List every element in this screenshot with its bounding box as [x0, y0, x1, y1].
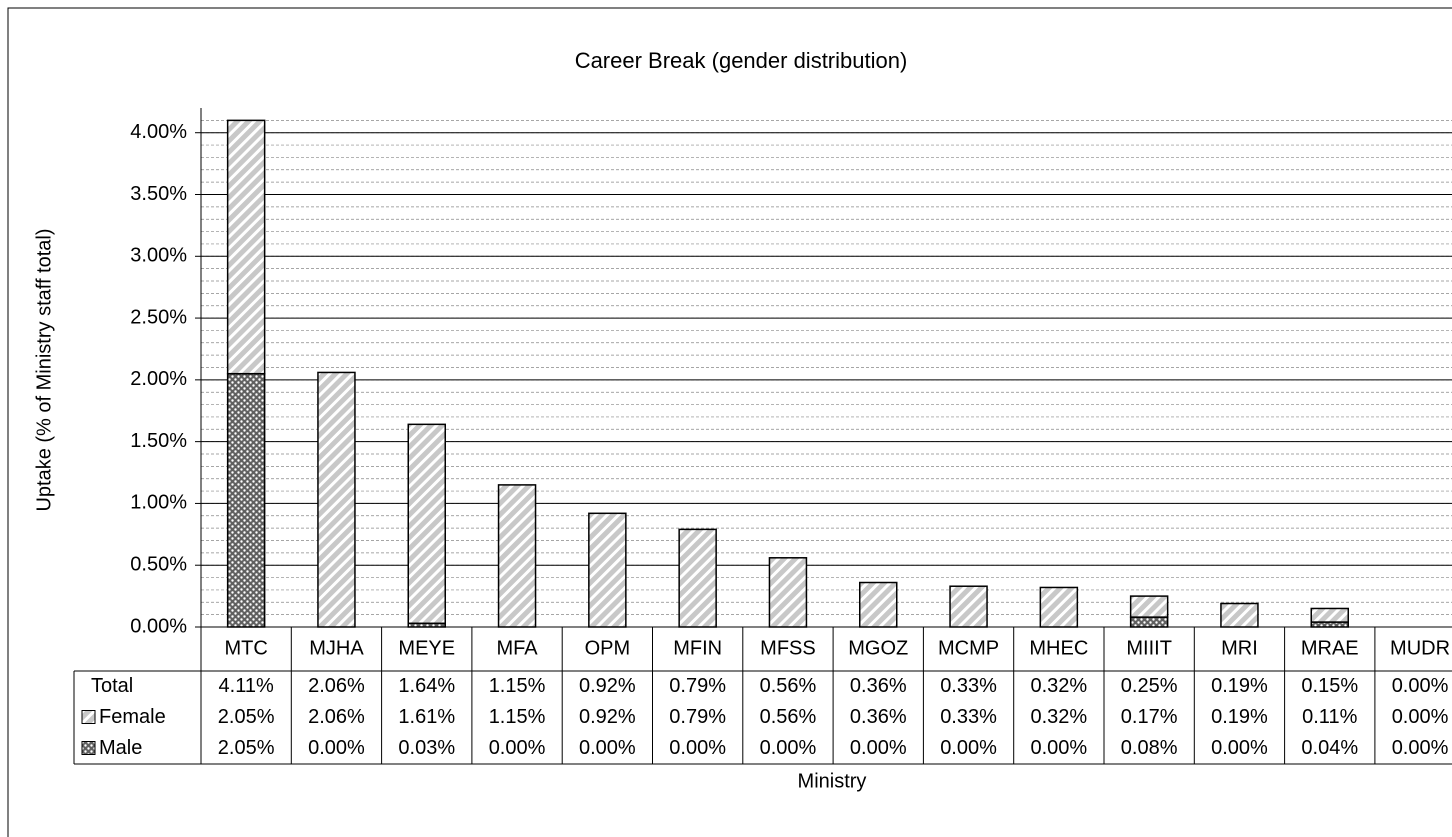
bar-segment — [226, 372, 266, 628]
table-cell: 0.92% — [579, 675, 636, 697]
x-tick-label: MGOZ — [848, 637, 908, 659]
bar-segment — [678, 528, 717, 628]
legend-key — [81, 710, 96, 724]
legend-label: Male — [99, 737, 142, 759]
table-cell: 0.92% — [579, 706, 636, 728]
y-tick-label: 3.00% — [130, 245, 187, 267]
y-tick-label: 2.50% — [130, 306, 187, 328]
x-tick-label: MHEC — [1029, 637, 1088, 659]
table-cell: 0.33% — [940, 706, 997, 728]
bar-segment — [1129, 595, 1169, 618]
y-tick-label: 0.50% — [130, 553, 187, 575]
x-tick-label: MFIN — [673, 637, 722, 659]
table-cell: 0.32% — [1030, 706, 1087, 728]
bar-segment — [1129, 616, 1169, 628]
table-cell: 0.33% — [940, 675, 997, 697]
legend-label: Female — [99, 706, 166, 728]
table-cell: 0.17% — [1121, 706, 1178, 728]
bar-segment — [317, 371, 356, 628]
x-tick-label: MJHA — [309, 637, 364, 659]
table-cell: 0.00% — [1392, 675, 1449, 697]
table-cell: 0.00% — [669, 737, 726, 759]
table-cell: 0.79% — [669, 706, 726, 728]
table-cell: 1.61% — [398, 706, 455, 728]
table-cell: 0.00% — [579, 737, 636, 759]
table-cell: 2.05% — [218, 706, 275, 728]
table-cell: 0.19% — [1211, 675, 1268, 697]
table-cell: 0.00% — [1030, 737, 1087, 759]
table-cell: 1.64% — [398, 675, 455, 697]
y-tick-label: 4.00% — [130, 121, 187, 143]
x-tick-label: MIIIT — [1126, 637, 1172, 659]
table-cell: 0.32% — [1030, 675, 1087, 697]
y-tick-label: 0.00% — [130, 615, 187, 637]
x-tick-label: OPM — [585, 637, 631, 659]
x-tick-label: MFSS — [760, 637, 816, 659]
bar-segment — [1039, 586, 1079, 628]
table-cell: 0.08% — [1121, 737, 1178, 759]
y-axis-label: Uptake (% of Ministry staff total) — [33, 228, 55, 511]
table-cell: 1.15% — [489, 675, 546, 697]
bar-segment — [1310, 607, 1349, 623]
bar-segment — [588, 512, 627, 628]
x-tick-label: MCMP — [938, 637, 999, 659]
table-cell: 0.00% — [940, 737, 997, 759]
table-cell: 0.00% — [850, 737, 907, 759]
table-cell: 0.19% — [1211, 706, 1268, 728]
y-tick-label: 3.50% — [130, 183, 187, 205]
x-tick-label: MUDR — [1390, 637, 1450, 659]
table-cell: 0.36% — [850, 706, 907, 728]
table-row-label: Total — [91, 675, 133, 697]
table-cell: 0.00% — [1211, 737, 1268, 759]
table-cell: 0.03% — [398, 737, 455, 759]
table-cell: 0.56% — [760, 675, 817, 697]
bar-segment — [407, 423, 446, 625]
bar-segment — [497, 484, 537, 628]
table-cell: 2.06% — [308, 706, 365, 728]
bar-segment — [226, 119, 266, 375]
table-cell: 2.06% — [308, 675, 365, 697]
x-axis-label: Ministry — [798, 770, 867, 792]
table-cell: 4.11% — [219, 675, 274, 697]
table-cell: 0.00% — [308, 737, 365, 759]
y-tick-label: 1.50% — [130, 430, 187, 452]
table-cell: 1.15% — [489, 706, 546, 728]
bar-segment — [1220, 602, 1259, 628]
x-tick-label: MEYE — [398, 637, 455, 659]
legend-key — [81, 741, 96, 755]
table-cell: 0.36% — [850, 675, 907, 697]
y-tick-label: 2.00% — [130, 368, 187, 390]
bar-segment — [859, 581, 898, 628]
y-tick-label: 1.00% — [130, 492, 187, 514]
table-cell: 0.11% — [1302, 706, 1357, 728]
x-tick-label: MRI — [1221, 637, 1258, 659]
table-cell: 2.05% — [218, 737, 275, 759]
chart-title: Career Break (gender distribution) — [575, 48, 908, 73]
x-tick-label: MRAE — [1301, 637, 1359, 659]
table-cell: 0.04% — [1301, 737, 1358, 759]
table-cell: 0.00% — [760, 737, 817, 759]
table-cell: 0.00% — [1392, 737, 1449, 759]
bar-segment — [949, 585, 988, 628]
table-cell: 0.25% — [1121, 675, 1178, 697]
table-cell: 0.00% — [489, 737, 546, 759]
table-cell: 0.79% — [669, 675, 726, 697]
x-tick-label: MFA — [496, 637, 538, 659]
table-cell: 0.00% — [1392, 706, 1449, 728]
x-tick-label: MTC — [224, 637, 267, 659]
table-cell: 0.56% — [760, 706, 817, 728]
bar-segment — [768, 557, 808, 628]
table-cell: 0.15% — [1301, 675, 1358, 697]
